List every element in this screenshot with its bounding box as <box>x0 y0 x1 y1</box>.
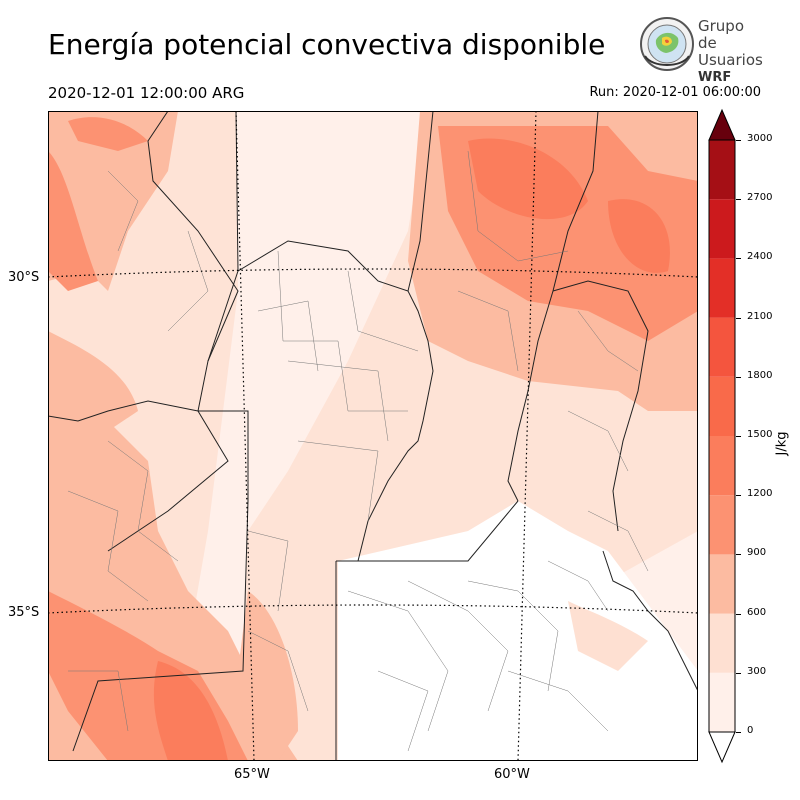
colorbar-tick-mark <box>736 436 741 437</box>
cape-300-coast <box>568 601 648 671</box>
parallel-30s <box>48 268 698 278</box>
colorbar-bin-4 <box>709 436 735 496</box>
colorbar-bin-7 <box>709 258 735 318</box>
colorbar-bin-8 <box>709 199 735 259</box>
lon-label-65w: 65°W <box>234 767 270 782</box>
globe-seal-icon <box>640 17 694 71</box>
cape-low-zone <box>168 111 428 761</box>
lat-label-35s: 35°S <box>8 605 40 620</box>
colorbar-tick-label: 900 <box>747 547 767 559</box>
colorbar-bin-1 <box>709 613 735 673</box>
coastline <box>602 550 698 692</box>
colorbar-tick-label: 0 <box>747 725 754 736</box>
colorbar-tick-label: 300 <box>747 665 767 677</box>
wrf-users-logo: Grupo de Usuarios WRF <box>638 16 763 85</box>
run-time: Run: 2020-12-01 06:00:00 <box>589 85 761 100</box>
colorbar-tick-label: 1200 <box>747 488 773 500</box>
meridian-60w <box>517 111 537 761</box>
valid-time: 2020-12-01 12:00:00 ARG <box>48 84 245 102</box>
colorbar-tick-mark <box>736 317 741 319</box>
colorbar-over-triangle <box>708 108 736 141</box>
cape-900-nw <box>48 151 98 291</box>
province-boundaries <box>48 111 649 761</box>
colorbar-unit: J/kg <box>774 431 790 456</box>
colorbar-bin-9 <box>709 140 735 200</box>
colorbar-tick-mark <box>736 258 741 260</box>
colorbar-bin-3 <box>709 495 735 555</box>
colorbar-tick-mark <box>736 672 741 674</box>
colorbar-tick-label: 1500 <box>747 429 773 440</box>
cape-1200-sw <box>153 661 228 761</box>
cape-1200-ne <box>468 138 588 220</box>
colorbar-bin-2 <box>709 554 735 614</box>
colorbar-tick-label: 3000 <box>747 133 773 144</box>
colorbar-bin-5 <box>709 376 735 436</box>
colorbar-tick-label: 2100 <box>747 310 773 322</box>
colorbar <box>708 108 736 764</box>
colorbar-tick-mark <box>736 495 741 497</box>
colorbar-tick-label: 1800 <box>747 369 773 381</box>
colorbar-tick-mark <box>736 732 741 733</box>
cape-600-w <box>48 331 138 431</box>
cape-1200-ne2 <box>608 199 670 273</box>
map-frame <box>48 111 698 761</box>
colorbar-tick-mark <box>736 613 741 615</box>
colorbar-tick-label: 2400 <box>747 251 773 263</box>
meridian-65w <box>235 111 255 761</box>
colorbar-bin-6 <box>709 317 735 377</box>
colorbar-tick-label: 2700 <box>747 192 773 204</box>
map-title: Energía potencial convectiva disponible <box>48 28 606 61</box>
colorbar-tick-mark <box>736 140 741 141</box>
parallel-35s <box>48 604 698 614</box>
lon-label-60w: 60°W <box>494 767 530 782</box>
logo-line-1: Grupo de <box>698 17 744 52</box>
colorbar-tick-mark <box>736 199 741 201</box>
colorbar-tick-mark <box>736 554 741 556</box>
graticule <box>48 111 698 761</box>
colorbar-tick-mark <box>736 376 741 378</box>
lat-label-30s: 30°S <box>8 270 40 285</box>
map-canvas <box>48 111 698 761</box>
department-boundaries <box>67 150 649 752</box>
cape-900-nw2 <box>68 117 148 151</box>
cape-map[interactable] <box>48 111 698 761</box>
logo-line-3: WRF <box>698 70 732 85</box>
logo-line-2: Usuarios <box>698 51 763 69</box>
colorbar-bin-0 <box>709 672 735 732</box>
colorbar-frame <box>708 139 736 733</box>
colorbar-under-triangle <box>708 731 736 764</box>
colorbar-tick-label: 600 <box>747 606 767 618</box>
colorbar-scale <box>708 108 736 764</box>
